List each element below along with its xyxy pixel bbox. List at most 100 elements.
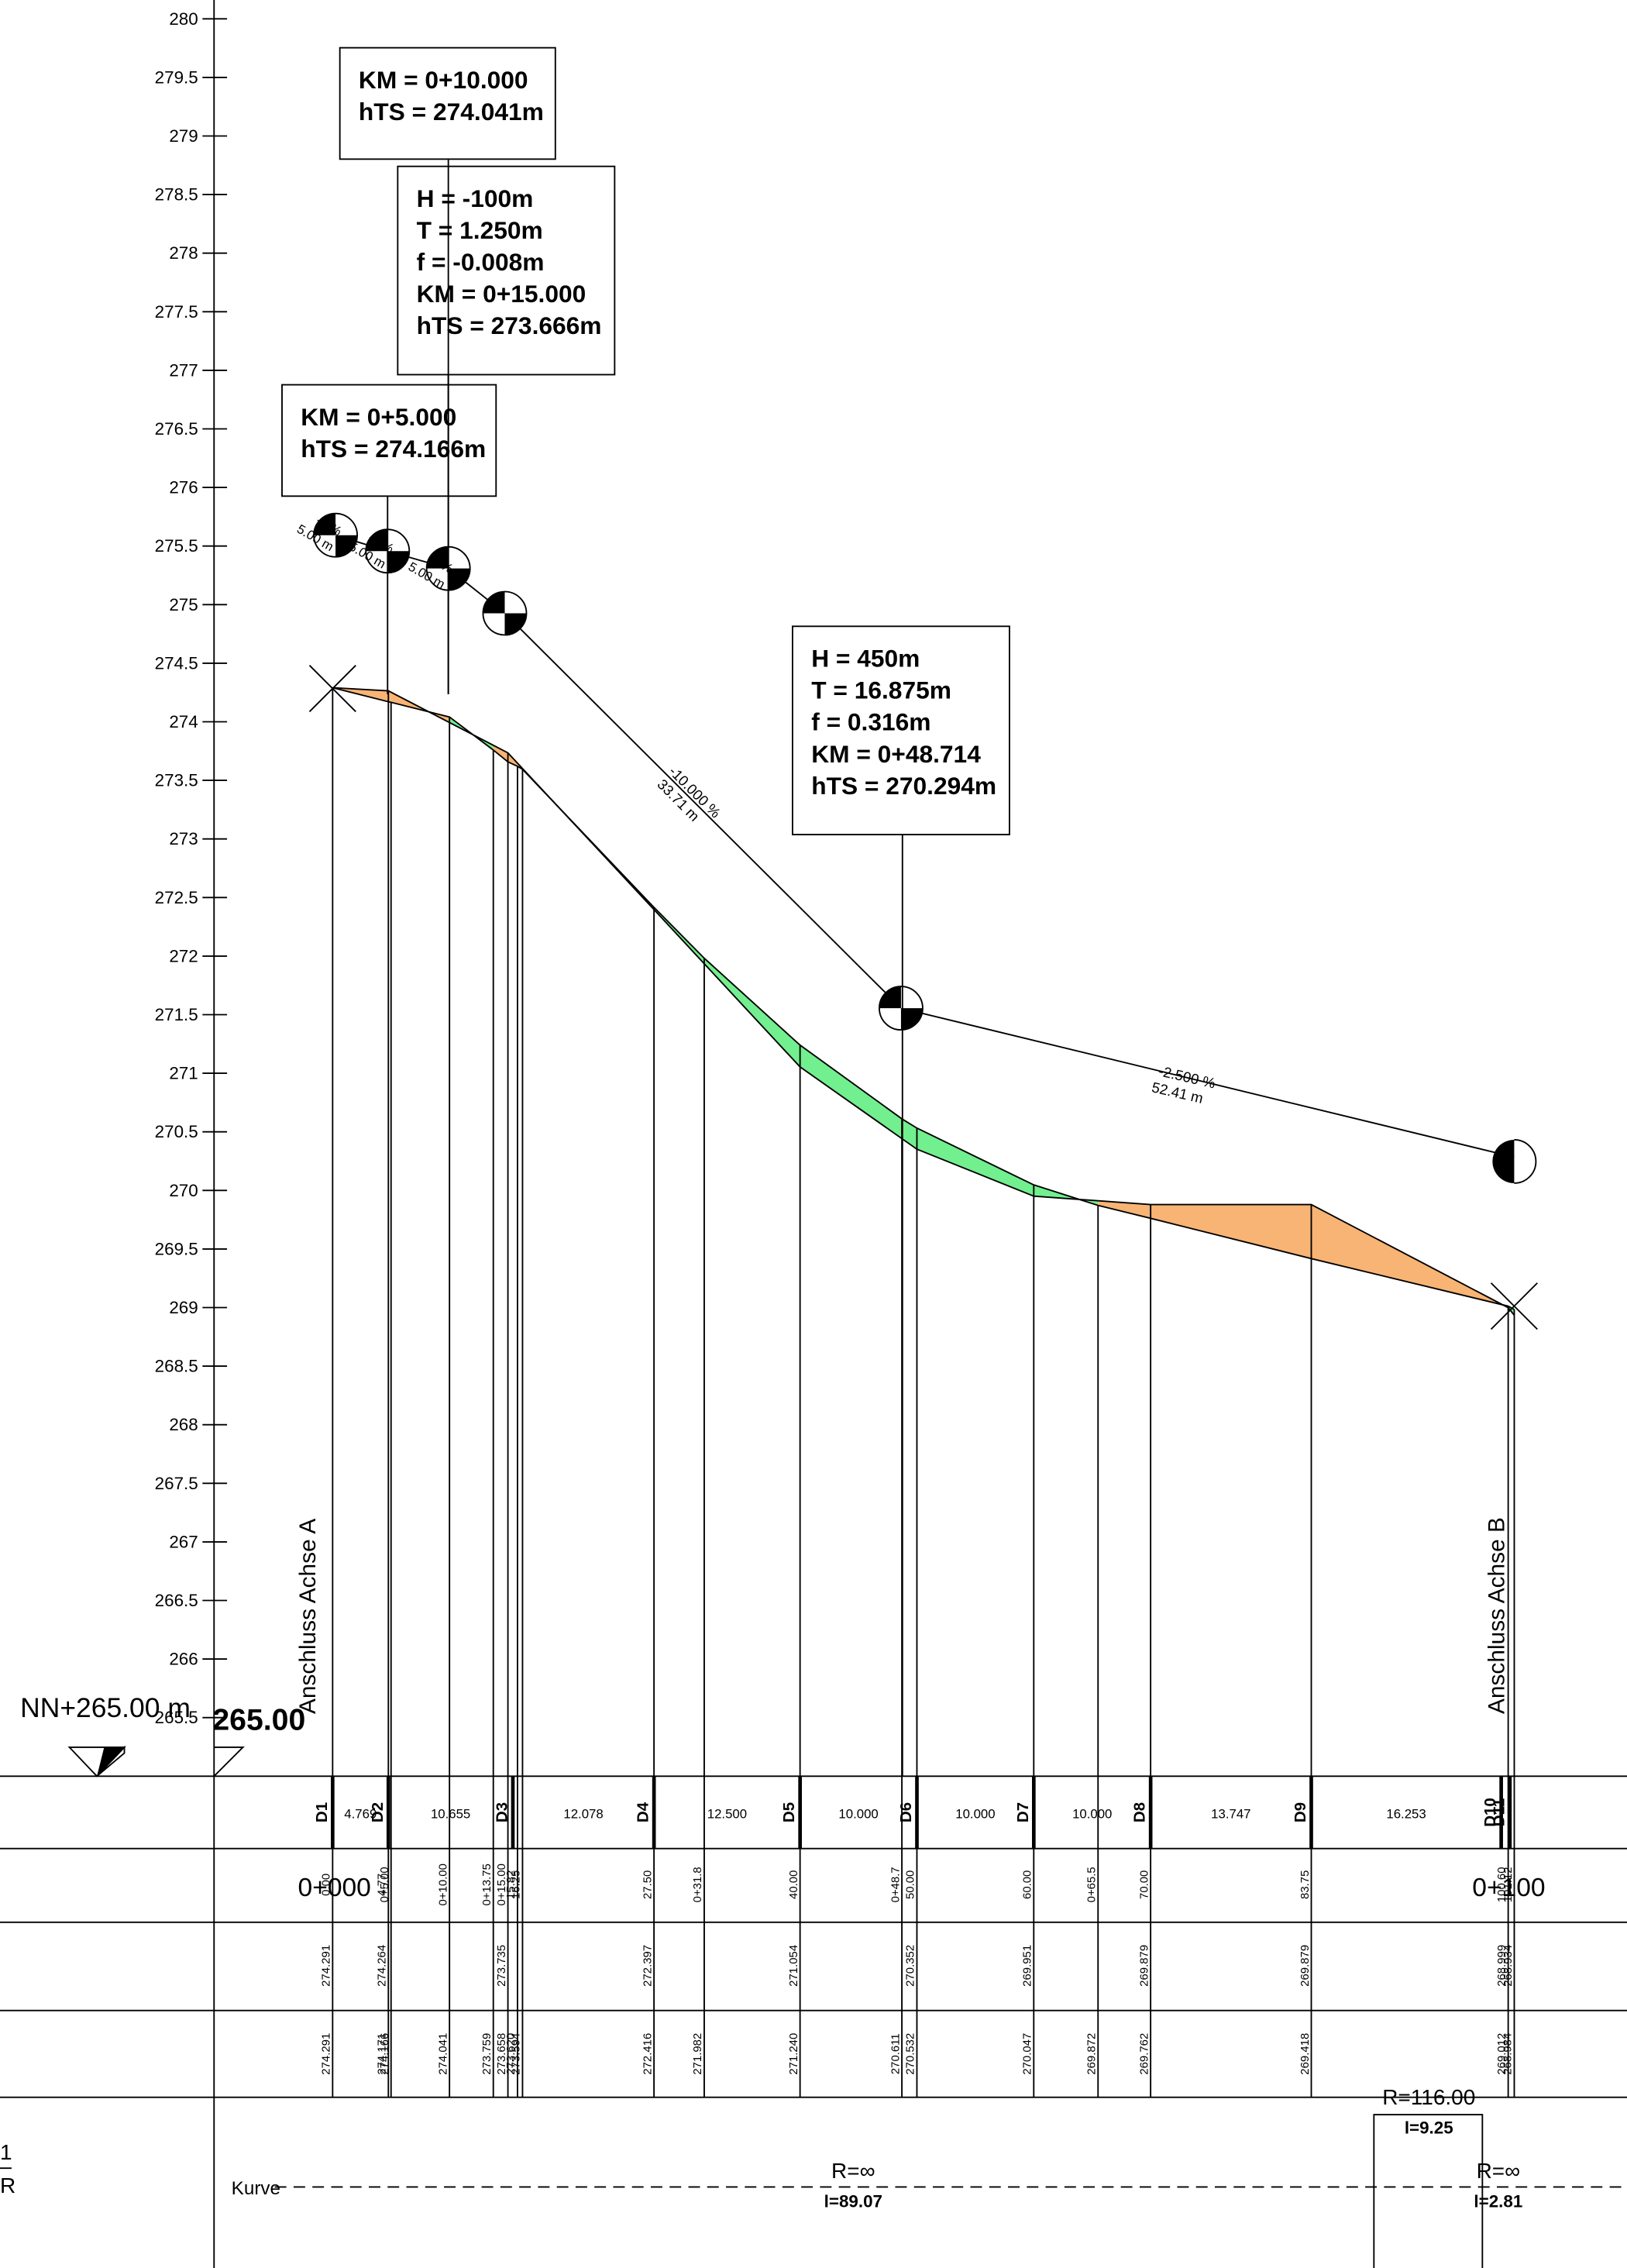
terrain-elevation: 269.951	[1021, 1945, 1034, 1987]
info-box	[339, 46, 556, 160]
axis-tick-label: 271	[169, 1064, 198, 1083]
curve-length: l=9.25	[1405, 2118, 1453, 2137]
cross-mark	[308, 665, 356, 713]
axis-tick-label: 276.5	[155, 419, 198, 439]
axis-tick-label: 272.5	[155, 888, 198, 907]
terrain-elevation: 272.397	[641, 1945, 654, 1987]
point-name: D6	[897, 1802, 915, 1822]
axis-tick-label: 271.5	[155, 1005, 198, 1024]
station-label: 0.00	[320, 1874, 333, 1896]
design-elevation: 273.658	[495, 2033, 508, 2075]
datum-symbol-fill	[97, 1747, 125, 1777]
point-name: D8	[1131, 1802, 1149, 1822]
curve-axis-label: R	[0, 2173, 15, 2197]
curve-radius: R=∞	[831, 2159, 875, 2183]
axis-tick-label: 268.5	[155, 1357, 198, 1376]
station-label: 83.75	[1299, 1870, 1312, 1899]
design-elevation: 274.166	[378, 2033, 391, 2075]
axis-tick-label: 270.5	[155, 1122, 198, 1141]
point-name: D3	[494, 1802, 511, 1822]
axis-tick-label: 279	[169, 126, 198, 146]
design-elevation: 273.759	[480, 2033, 494, 2075]
cut-area	[332, 687, 389, 702]
info-box	[397, 165, 616, 376]
curve-radius: R=∞	[1477, 2159, 1521, 2183]
axis-tick-label: 266.5	[155, 1591, 198, 1610]
axis-tick-label: 273.5	[155, 771, 198, 790]
axis-tick-label: 273	[169, 829, 198, 848]
axis-tick-label: 280	[169, 9, 198, 29]
info-box	[792, 625, 1010, 836]
info-text: KM = 0+5.000	[301, 403, 456, 431]
station-label: 4.77	[376, 1874, 389, 1896]
design-elevation: 269.012	[1495, 2033, 1508, 2075]
point-name: D9	[1292, 1802, 1309, 1822]
pvi-fill	[314, 513, 358, 557]
cut-area	[1151, 1204, 1312, 1259]
axis-tick-label: 269	[169, 1298, 198, 1317]
design-elevation: 273.594	[510, 2033, 523, 2075]
station-label: 0+5.00	[378, 1867, 391, 1902]
distance-label: 10.000	[1072, 1806, 1112, 1821]
info-box	[281, 384, 497, 497]
info-text: hTS = 270.294m	[811, 772, 996, 800]
curve-axis-label: 1	[0, 2140, 12, 2164]
axis-tick-label: 275	[169, 595, 198, 614]
design-elevation: 270.047	[1021, 2033, 1034, 2075]
design-elevation: 272.416	[641, 2033, 654, 2075]
distance-label: 16.253	[1386, 1806, 1426, 1821]
axis-tick-label: 277	[169, 360, 198, 380]
axis-tick-label: 278.5	[155, 185, 198, 205]
km-label: 0+100	[1472, 1874, 1545, 1902]
point-name: D7	[1014, 1802, 1032, 1822]
axis-tick-label: 267.5	[155, 1474, 198, 1493]
design-elevation: 274.041	[436, 2033, 449, 2075]
datum-marker	[213, 1747, 245, 1777]
distance-label: 12.078	[563, 1806, 603, 1821]
curve-box	[1373, 2114, 1484, 2268]
terrain-elevation: 274.291	[320, 1945, 333, 1987]
point-name: D4	[635, 1802, 652, 1822]
info-text: KM = 0+15.000	[417, 280, 586, 308]
axis-tick-label: 278	[169, 243, 198, 263]
terrain-elevation: 274.264	[376, 1945, 389, 1987]
curve-row-label: Kurve	[232, 2178, 280, 2199]
station-label: 27.50	[641, 1870, 654, 1899]
distance-label: 10.000	[838, 1806, 878, 1821]
design-elevation: 269.762	[1137, 2033, 1151, 2075]
fill-area	[800, 1045, 903, 1139]
terrain-elevation: 268.999	[1495, 1945, 1508, 1987]
connection-label: Anschluss Achse A	[295, 1519, 321, 1714]
station-label: 0+65.5	[1085, 1867, 1099, 1902]
info-text: H = 450m	[811, 645, 920, 673]
connection-label: Anschluss Achse B	[1484, 1517, 1509, 1714]
terrain-elevation: 273.735	[495, 1945, 508, 1987]
pvi-fill	[366, 529, 410, 573]
distance-label: 10.000	[955, 1806, 995, 1821]
axis-tick-label: 265.5	[155, 1708, 198, 1727]
design-elevation: 270.611	[889, 2033, 902, 2074]
design-elevation: 274.171	[376, 2033, 389, 2075]
cut-area	[493, 745, 508, 762]
info-text: hTS = 274.166m	[301, 435, 486, 463]
axis-tick-label: 276	[169, 478, 198, 497]
design-elevation: 270.532	[904, 2033, 917, 2075]
curve-radius: R=116.00	[1382, 2085, 1475, 2109]
design-elevation: 268.984	[1501, 2033, 1515, 2075]
axis-tick-label: 268	[169, 1415, 198, 1434]
info-text: f = -0.008m	[417, 248, 545, 276]
info-text: T = 16.875m	[811, 676, 951, 704]
point-name: D2	[369, 1802, 387, 1822]
cross-mark	[1490, 1282, 1538, 1330]
station-label: 0+31.8	[691, 1867, 704, 1902]
axis-tick-label: 266	[169, 1650, 198, 1669]
pvi-fill	[426, 546, 470, 590]
terrain-elevation: 268.934	[1501, 1945, 1515, 1987]
fill-area	[917, 1127, 1034, 1196]
point-name: D5	[780, 1802, 798, 1822]
distance-label: 10.655	[431, 1806, 470, 1821]
axis-tick-label: 267	[169, 1532, 198, 1551]
info-text: hTS = 274.041m	[359, 98, 544, 126]
point-name: D1	[313, 1802, 331, 1822]
